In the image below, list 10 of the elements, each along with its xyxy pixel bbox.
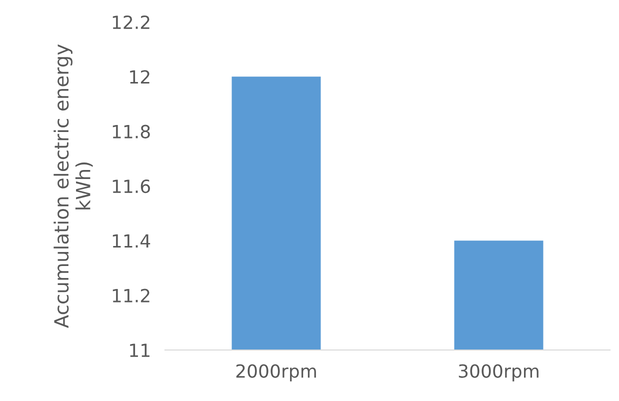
- y-tick-label: 12: [130, 70, 150, 84]
- y-tick-label: 11: [130, 344, 150, 357]
- y-tick-label: 11.6: [112, 179, 150, 194]
- y-tick-label: 12.2: [112, 15, 150, 29]
- y-tick-label: 11.2: [112, 288, 150, 302]
- y-axis-title: Accumulation electric energy kWh): [54, 44, 93, 328]
- x-tick-label: 2000rpm: [236, 364, 316, 382]
- y-tick-label: 11.8: [112, 124, 150, 138]
- y-tick-label: 11.4: [112, 234, 150, 248]
- x-tick-label: 3000rpm: [458, 364, 538, 382]
